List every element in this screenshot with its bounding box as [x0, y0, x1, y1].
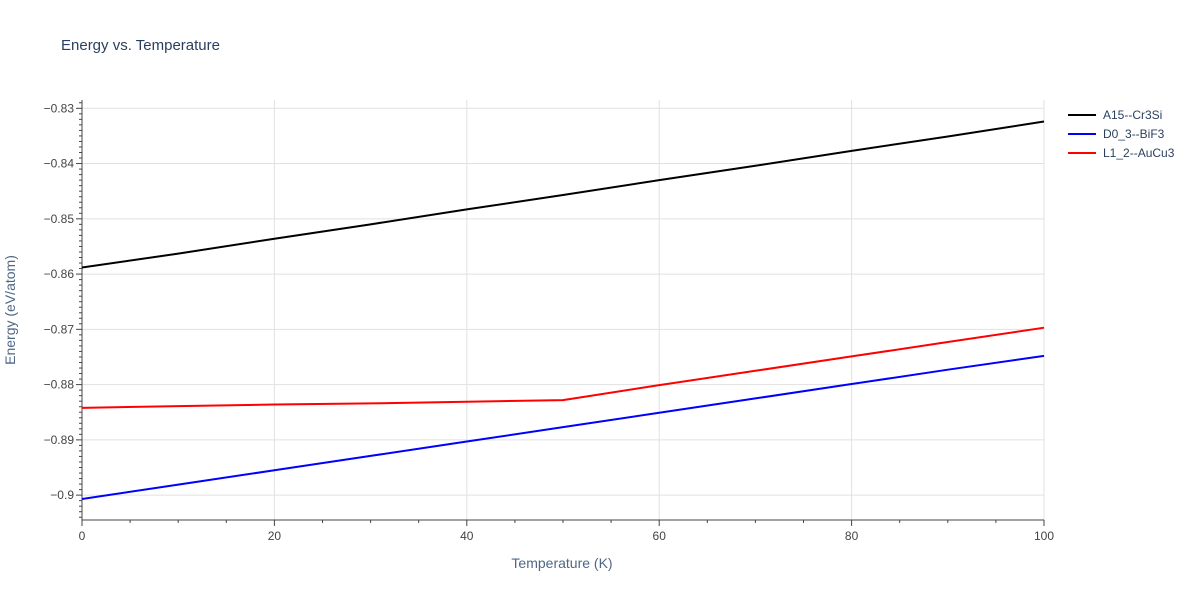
y-tick-label: −0.89	[44, 433, 75, 447]
legend-label[interactable]: D0_3--BiF3	[1103, 127, 1165, 141]
y-tick-label: −0.85	[44, 212, 75, 226]
series-group	[81, 120, 1045, 500]
series-line-0[interactable]	[81, 120, 1045, 269]
y-tick-label: −0.83	[44, 101, 75, 115]
grid	[82, 100, 1045, 520]
series-line-1[interactable]	[81, 354, 1045, 500]
x-tick-label: 80	[845, 529, 859, 543]
x-axis-label: Temperature (K)	[511, 555, 612, 571]
y-tick-label: −0.84	[44, 157, 75, 171]
chart-title: Energy vs. Temperature	[61, 37, 220, 54]
y-tick-label: −0.86	[44, 267, 75, 281]
y-tick-label: −0.88	[44, 378, 75, 392]
x-tick-label: 60	[653, 529, 667, 543]
x-tick-label: 0	[79, 529, 86, 543]
legend[interactable]: A15--Cr3Si D0_3--BiF3 L1_2--AuCu3	[1068, 108, 1175, 160]
x-tick-label: 100	[1034, 529, 1054, 543]
x-tick-label: 40	[460, 529, 474, 543]
y-axis-label: Energy (eV/atom)	[2, 255, 18, 365]
y-tick-label: −0.9	[50, 488, 74, 502]
y-tick-label: −0.87	[44, 322, 75, 336]
series-line-2[interactable]	[81, 326, 1045, 409]
x-tick-label: 20	[268, 529, 282, 543]
axes: 0 20 40 60 80 100 −0.83 −0.84 −0.85 −0.86 −0.87 −0.…	[44, 100, 1054, 543]
legend-label[interactable]: L1_2--AuCu3	[1103, 146, 1175, 160]
legend-label[interactable]: A15--Cr3Si	[1103, 108, 1162, 122]
